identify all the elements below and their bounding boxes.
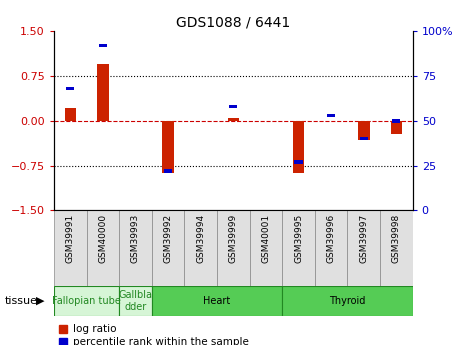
Text: GSM39992: GSM39992 [164,214,173,263]
Bar [217,210,250,286]
Text: GSM39993: GSM39993 [131,214,140,264]
Legend: log ratio, percentile rank within the sample: log ratio, percentile rank within the sa… [59,324,249,345]
Bar [66,87,74,90]
Text: GSM39998: GSM39998 [392,214,401,264]
Bar [360,137,368,140]
Bar [65,108,76,121]
Text: GSM39996: GSM39996 [327,214,336,264]
Bar [391,121,402,134]
Bar [54,210,87,286]
Bar [295,160,303,164]
Text: Gallbla
dder: Gallbla dder [119,290,152,312]
Bar [282,210,315,286]
Text: GSM39991: GSM39991 [66,214,75,264]
Text: GSM39999: GSM39999 [229,214,238,264]
Text: Fallopian tube: Fallopian tube [52,296,121,306]
Text: tissue: tissue [5,296,38,306]
Bar [97,64,108,121]
Bar [327,114,335,117]
Title: GDS1088 / 6441: GDS1088 / 6441 [176,16,290,30]
Bar [293,121,304,174]
Bar [250,210,282,286]
Text: GSM40000: GSM40000 [98,214,107,263]
Bar [227,118,239,121]
Text: ▶: ▶ [36,296,44,306]
Bar [315,210,348,286]
Bar [380,210,413,286]
Bar [184,210,217,286]
Bar [87,210,119,286]
Bar [152,286,282,316]
Text: Heart: Heart [204,296,231,306]
Bar [282,286,413,316]
Bar [152,210,184,286]
Text: Thyroid: Thyroid [329,296,366,306]
Bar [348,210,380,286]
Text: GSM39995: GSM39995 [294,214,303,264]
Text: GSM39994: GSM39994 [196,214,205,263]
Bar [162,121,174,174]
Bar [99,43,107,47]
Bar [119,210,152,286]
Bar [358,121,370,140]
Text: GSM40001: GSM40001 [261,214,271,263]
Bar [119,286,152,316]
Bar [393,119,401,122]
Bar [229,105,237,108]
Bar [54,286,119,316]
Text: GSM39997: GSM39997 [359,214,368,264]
Bar [164,169,172,173]
